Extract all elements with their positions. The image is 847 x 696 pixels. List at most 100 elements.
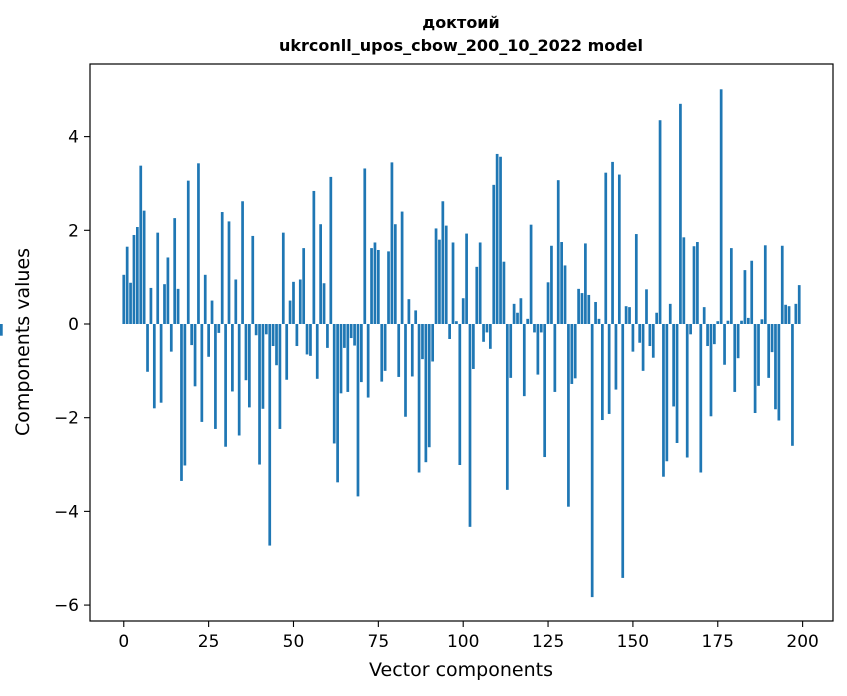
bar	[746, 317, 750, 324]
x-tick-label: 175	[702, 632, 734, 652]
bar	[495, 153, 499, 324]
bar	[645, 289, 648, 324]
bar	[197, 163, 200, 324]
bar	[733, 324, 737, 392]
bar	[190, 324, 194, 346]
bar	[468, 324, 472, 527]
bar	[543, 324, 547, 458]
bar	[241, 201, 244, 324]
bar	[244, 324, 248, 381]
x-tick-label: 150	[617, 632, 649, 652]
bar	[186, 180, 190, 324]
bar	[163, 284, 166, 324]
bar	[363, 168, 367, 324]
bar	[597, 318, 601, 324]
bar	[407, 299, 411, 324]
bar	[692, 246, 696, 324]
bar	[380, 324, 384, 382]
bar	[353, 324, 356, 346]
bar	[529, 224, 533, 324]
bar	[526, 318, 530, 324]
bar-series	[0, 89, 801, 598]
bar	[373, 242, 377, 324]
bar	[329, 176, 333, 324]
bar	[349, 324, 353, 339]
bar	[173, 218, 177, 324]
bar	[414, 310, 418, 324]
bar	[794, 303, 798, 324]
y-tick-label: 2	[68, 221, 79, 241]
bar	[169, 324, 173, 352]
bar	[577, 288, 580, 324]
y-tick-label: 0	[68, 315, 79, 335]
bar	[702, 307, 706, 324]
x-tick-label: 200	[786, 632, 818, 652]
bar	[570, 324, 574, 384]
y-axis-ticks: −6 −4 −2 0 2 4	[54, 128, 90, 616]
bar	[533, 324, 536, 333]
bar	[713, 324, 716, 345]
bar	[787, 306, 791, 324]
bar	[560, 242, 563, 324]
bar	[376, 249, 380, 324]
bar	[315, 324, 319, 379]
bar	[319, 224, 322, 324]
bar	[217, 324, 221, 333]
bar	[546, 282, 550, 324]
bar	[607, 324, 611, 414]
bar	[624, 306, 628, 324]
bar	[292, 281, 295, 324]
bar	[203, 274, 207, 324]
x-axis-ticks: 0 25 50 75 100 125 150 175 200	[118, 621, 819, 652]
bar	[370, 248, 373, 324]
x-tick-label: 25	[198, 632, 220, 652]
bar	[767, 324, 771, 378]
bar	[285, 324, 289, 380]
bar	[631, 324, 635, 352]
bar	[536, 324, 540, 375]
bar	[166, 257, 170, 324]
bar	[628, 307, 631, 324]
bar	[685, 324, 689, 458]
bar	[763, 245, 767, 324]
x-tick-label: 100	[447, 632, 479, 652]
bar	[275, 324, 278, 366]
bar	[502, 261, 506, 324]
bar	[665, 324, 669, 462]
bar	[753, 324, 757, 414]
bar	[231, 324, 234, 392]
bar	[139, 165, 143, 324]
bar	[760, 319, 764, 324]
bar	[0, 324, 3, 336]
bar	[366, 324, 370, 398]
bar	[587, 294, 591, 324]
bar	[455, 321, 458, 324]
y-tick-label: −2	[54, 409, 79, 429]
x-tick-label: 75	[368, 632, 390, 652]
bar	[339, 324, 343, 394]
x-tick-label: 50	[283, 632, 305, 652]
bar	[295, 324, 299, 347]
bar	[258, 324, 261, 465]
y-tick-label: 4	[68, 128, 79, 148]
bar	[200, 324, 204, 422]
bar	[135, 227, 139, 324]
bar	[777, 324, 781, 421]
bar	[224, 324, 227, 447]
bar	[604, 172, 608, 324]
bar	[522, 324, 526, 397]
bar	[234, 279, 238, 324]
bar	[757, 324, 760, 386]
bar	[668, 303, 672, 324]
bar	[227, 221, 231, 324]
bar	[784, 304, 788, 324]
bar	[322, 283, 326, 324]
bar	[421, 324, 424, 360]
bar	[485, 324, 489, 333]
bar	[193, 324, 197, 387]
bar	[312, 190, 316, 324]
bar	[499, 156, 502, 324]
bar	[770, 324, 774, 353]
bar	[472, 324, 475, 369]
bar	[672, 324, 675, 407]
